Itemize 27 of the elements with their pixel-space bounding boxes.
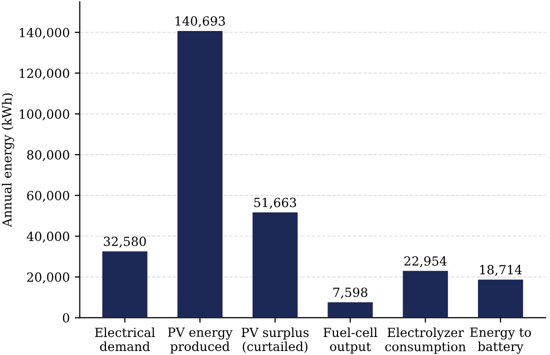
y-tick-label: 40,000 [26, 232, 70, 243]
bar [478, 280, 524, 318]
x-tick-label: Fuel-cell output [324, 327, 378, 354]
bar [102, 251, 148, 318]
x-tick-label: PV energy produced [168, 328, 233, 354]
y-tick-label: 80,000 [27, 150, 70, 162]
x-tick-label: PV surplus (curtailed) [242, 327, 309, 353]
x-tick-label: Energy to battery [470, 328, 531, 354]
data-label: 140,693 [176, 16, 225, 28]
bar [252, 212, 298, 318]
data-label: 51,663 [254, 198, 296, 209]
data-label: 22,954 [404, 256, 447, 268]
y-tick-label: 120,000 [20, 68, 70, 80]
y-axis-title: Annual energy (kWh) [2, 93, 14, 228]
data-label: 18,714 [480, 264, 522, 276]
y-tick-label: 140,000 [20, 28, 70, 39]
bar [402, 270, 448, 318]
y-tick-label: 0 [62, 313, 70, 323]
data-label: 7,598 [333, 288, 368, 299]
x-tick-label: Electrolyzer consumption [385, 327, 466, 354]
bar [177, 30, 223, 318]
x-tick-label: Electrical demand [95, 327, 155, 352]
y-tick-label: 100,000 [20, 109, 70, 120]
bar [328, 302, 373, 318]
data-label: 32,580 [104, 236, 146, 248]
y-tick-label: 60,000 [27, 190, 70, 202]
y-tick-label: 20,000 [27, 272, 70, 284]
